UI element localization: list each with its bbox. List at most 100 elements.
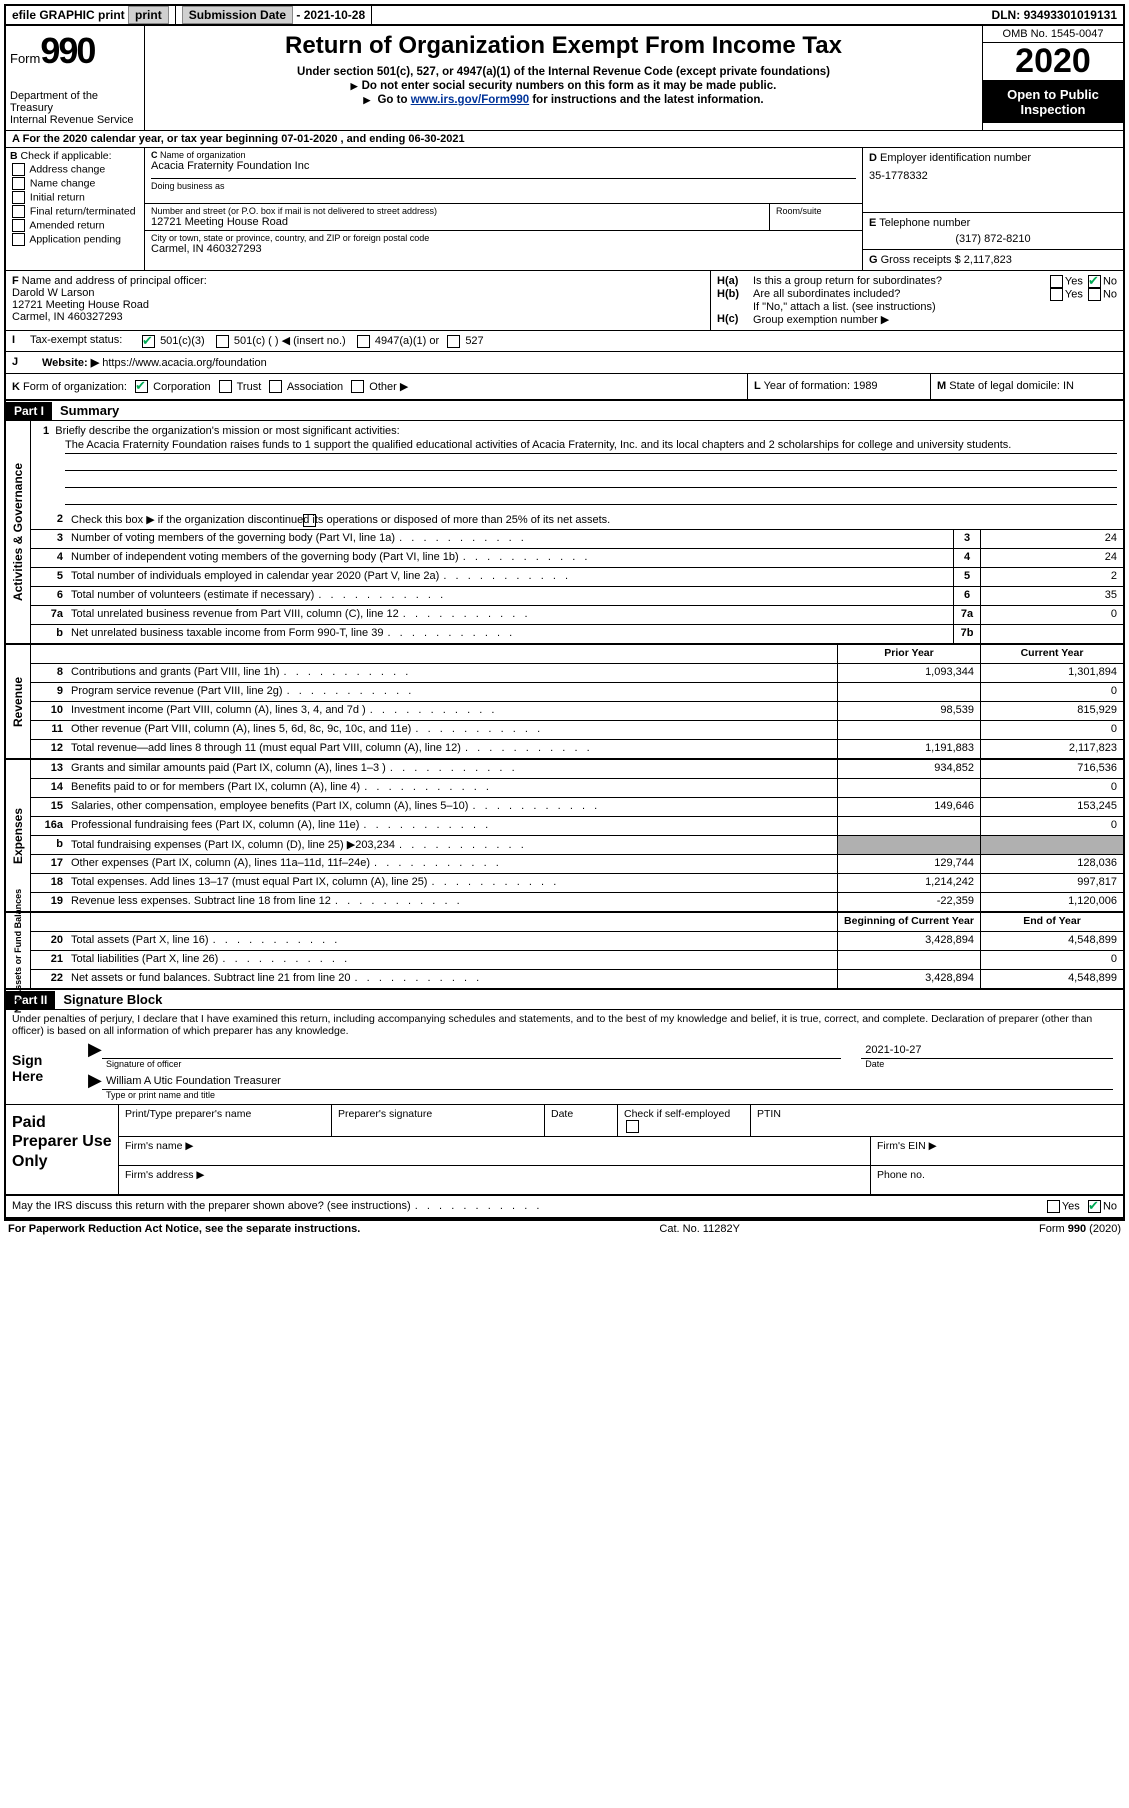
submission-button[interactable]: Submission Date	[182, 6, 293, 24]
chk-q2[interactable]	[303, 514, 316, 527]
dept2: Internal Revenue Service	[10, 114, 140, 126]
net-header: Beginning of Current Year End of Year	[31, 913, 1123, 932]
row-klm: K Form of organization: Corporation Trus…	[6, 374, 1123, 402]
hb-note: If "No," attach a list. (see instruction…	[717, 301, 1117, 313]
note2-post: for instructions and the latest informat…	[529, 94, 764, 106]
efile-label: efile GRAPHIC print print	[6, 6, 176, 24]
line-20: 20Total assets (Part X, line 16)3,428,89…	[31, 932, 1123, 951]
footer-left: For Paperwork Reduction Act Notice, see …	[8, 1223, 360, 1235]
org-name: Acacia Fraternity Foundation Inc	[151, 160, 856, 172]
arrow-icon: ▶	[88, 1044, 102, 1059]
sig-officer-field[interactable]	[102, 1044, 841, 1059]
phone: (317) 872-8210	[869, 233, 1117, 245]
p-name: Print/Type preparer's name	[119, 1105, 332, 1136]
f-cell: F Name and address of principal officer:…	[6, 271, 711, 330]
submission-date: - 2021-10-28	[296, 8, 365, 22]
part1-tag: Part I	[6, 402, 52, 420]
note2: Go to www.irs.gov/Form990 for instructio…	[153, 94, 974, 106]
discuss-yes[interactable]	[1047, 1200, 1060, 1213]
declaration: Under penalties of perjury, I declare th…	[6, 1010, 1123, 1040]
d-cell: D Employer identification number 35-1778…	[863, 148, 1123, 213]
chk-trust[interactable]	[219, 380, 232, 393]
ha-no[interactable]	[1088, 275, 1101, 288]
addr-val: 12721 Meeting House Road	[151, 216, 763, 228]
row-j: J Website: ▶ https://www.acacia.org/foun…	[6, 352, 1123, 374]
print-button[interactable]: print	[128, 6, 169, 24]
form-word: Form	[10, 51, 40, 66]
gov-line-6: 6Total number of volunteers (estimate if…	[31, 587, 1123, 606]
dln-value: 93493301019131	[1024, 8, 1117, 22]
note2-pre: Go to	[377, 94, 410, 106]
room-cell: Room/suite	[770, 204, 862, 230]
discuss-text: May the IRS discuss this return with the…	[6, 1196, 1039, 1217]
gov-line-5: 5Total number of individuals employed in…	[31, 568, 1123, 587]
line-22: 22Net assets or fund balances. Subtract …	[31, 970, 1123, 988]
line-12: 12Total revenue—add lines 8 through 11 (…	[31, 740, 1123, 758]
ha-yes[interactable]	[1050, 275, 1063, 288]
section-netassets: Net Assets or Fund Balances Beginning of…	[6, 913, 1123, 990]
part2-header: Part II Signature Block	[6, 990, 1123, 1010]
chk-4947[interactable]	[357, 335, 370, 348]
m-val: IN	[1063, 380, 1074, 392]
chk-527[interactable]	[447, 335, 460, 348]
rev-body: Prior Year Current Year 8Contributions a…	[31, 645, 1123, 758]
ha-label: Is this a group return for subordinates?	[753, 275, 1048, 288]
hc-row: H(c) Group exemption number ▶	[717, 313, 1117, 326]
sig-officer-caption: Signature of officer	[102, 1059, 841, 1069]
mission-text: The Acacia Fraternity Foundation raises …	[65, 439, 1117, 454]
chk-name[interactable]: Name change	[10, 177, 140, 190]
irs-link[interactable]: www.irs.gov/Form990	[411, 94, 529, 106]
open-inspection: Open to Public Inspection	[983, 81, 1123, 123]
header-left: Form990 Department of the Treasury Inter…	[6, 26, 145, 130]
website: https://www.acacia.org/foundation	[102, 357, 266, 369]
line-13: 13Grants and similar amounts paid (Part …	[31, 760, 1123, 779]
p-addr: Firm's address ▶	[119, 1166, 871, 1194]
section-governance: Activities & Governance 1 Briefly descri…	[6, 421, 1123, 645]
h-cell: H(a) Is this a group return for subordin…	[711, 271, 1123, 330]
vlabel-rev: Revenue	[6, 645, 31, 758]
city-cell: City or town, state or province, country…	[145, 231, 862, 257]
header-right: OMB No. 1545-0047 2020 Open to Public In…	[983, 26, 1123, 130]
chk-501c3[interactable]	[142, 335, 155, 348]
chk-corp[interactable]	[135, 380, 148, 393]
discuss-no[interactable]	[1088, 1200, 1101, 1213]
preparer-grid: Print/Type preparer's name Preparer's si…	[118, 1105, 1123, 1194]
hb-yes[interactable]	[1050, 288, 1063, 301]
discuss-row: May the IRS discuss this return with the…	[6, 1196, 1123, 1219]
efile-text: efile GRAPHIC print	[12, 8, 125, 22]
chk-address[interactable]: Address change	[10, 163, 140, 176]
hb-no[interactable]	[1088, 288, 1101, 301]
form-title: Return of Organization Exempt From Incom…	[153, 32, 974, 60]
f-label: Name and address of principal officer:	[22, 275, 207, 287]
p-ptin: PTIN	[751, 1105, 1123, 1136]
subtitle: Under section 501(c), 527, or 4947(a)(1)…	[153, 66, 974, 78]
chk-final[interactable]: Final return/terminated	[10, 205, 140, 218]
gov-line-7a: 7aTotal unrelated business revenue from …	[31, 606, 1123, 625]
hc-label: Group exemption number ▶	[753, 313, 889, 326]
l-cell: L Year of formation: 1989	[747, 374, 930, 400]
line-18: 18Total expenses. Add lines 13–17 (must …	[31, 874, 1123, 893]
addr-cell: Number and street (or P.O. box if mail i…	[145, 204, 770, 230]
header-mid: Return of Organization Exempt From Incom…	[145, 26, 983, 130]
q2-line: 2 Check this box ▶ if the organization d…	[31, 511, 1123, 530]
dln-label: DLN:	[992, 8, 1021, 22]
chk-assoc[interactable]	[269, 380, 282, 393]
i-opts: 501(c)(3) 501(c) ( ) ◀ (insert no.) 4947…	[140, 334, 1117, 348]
p-date: Date	[545, 1105, 618, 1136]
hb-row: H(b) Are all subordinates included? Yes …	[717, 288, 1117, 301]
p-firm: Firm's name ▶	[119, 1137, 871, 1165]
chk-pending[interactable]: Application pending	[10, 233, 140, 246]
chk-self-emp[interactable]	[626, 1120, 639, 1133]
k-label: Form of organization:	[23, 381, 127, 393]
chk-501c[interactable]	[216, 335, 229, 348]
chk-other[interactable]	[351, 380, 364, 393]
c-addr-row: Number and street (or P.O. box if mail i…	[145, 204, 862, 231]
p-phone: Phone no.	[871, 1166, 1123, 1194]
gov-line-3: 3Number of voting members of the governi…	[31, 530, 1123, 549]
p-sig: Preparer's signature	[332, 1105, 545, 1136]
chk-initial[interactable]: Initial return	[10, 191, 140, 204]
l-val: 1989	[853, 380, 877, 392]
dba-label: Doing business as	[151, 178, 856, 191]
chk-amended[interactable]: Amended return	[10, 219, 140, 232]
header-row: Form990 Department of the Treasury Inter…	[6, 26, 1123, 131]
